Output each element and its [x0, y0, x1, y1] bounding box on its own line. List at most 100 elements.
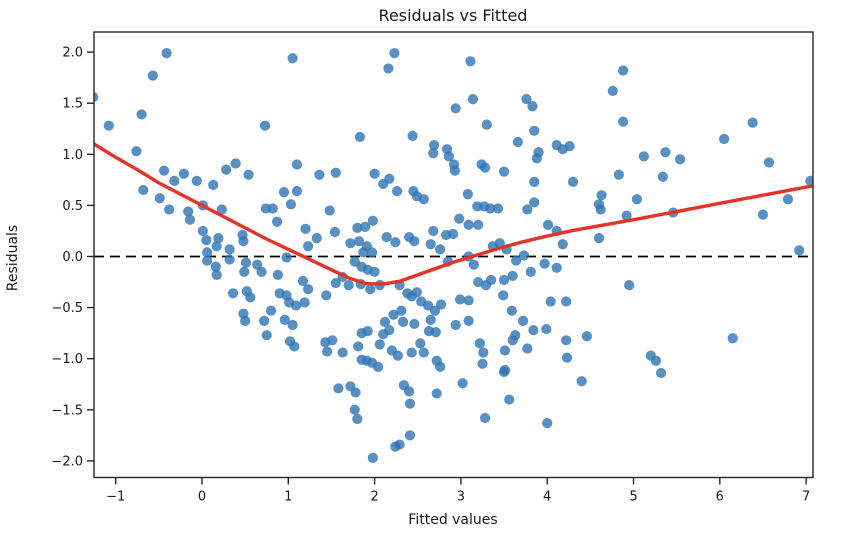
lowess-line	[94, 142, 813, 286]
scatter-point	[564, 141, 575, 152]
scatter-point	[161, 48, 172, 59]
scatter-point	[202, 247, 213, 258]
scatter-point	[618, 65, 629, 76]
x-tick-label: 2	[370, 490, 378, 505]
scatter-point	[381, 231, 392, 243]
scatter-point	[430, 327, 441, 338]
y-tick-label: 2.0	[62, 46, 83, 61]
scatter-point	[454, 294, 466, 305]
scatter-point	[631, 194, 643, 205]
scatter-point	[138, 184, 149, 196]
scatter-point	[366, 247, 378, 258]
scatter-point	[291, 159, 303, 170]
scatter-point	[595, 204, 606, 215]
scatter-point	[498, 290, 509, 301]
scatter-point	[757, 209, 769, 220]
y-tick-label: 0.5	[62, 199, 83, 214]
scatter-point	[265, 305, 277, 316]
scatter-point	[259, 315, 270, 326]
scatter-point	[379, 316, 391, 328]
scatter-point	[498, 366, 510, 378]
x-tick-label: 3	[457, 490, 465, 505]
scatter-point	[719, 133, 730, 145]
scatter-point	[191, 175, 202, 186]
scatter-point	[349, 404, 360, 415]
y-tick-label: −2.0	[51, 454, 83, 469]
scatter-point	[407, 130, 418, 141]
scatter-point	[362, 326, 373, 337]
scatter-point	[227, 288, 239, 299]
scatter-point	[164, 204, 175, 215]
scatter-point	[131, 146, 142, 157]
scatter-point	[396, 305, 407, 316]
scatter-point	[329, 226, 340, 238]
scatter-point	[299, 297, 310, 308]
scatter-point	[278, 187, 290, 198]
scatter-point	[154, 193, 165, 204]
x-tick-label: 6	[716, 490, 724, 505]
scatter-point	[230, 158, 241, 169]
scatter-point	[183, 206, 194, 217]
scatter-point	[256, 266, 267, 277]
scatter-point	[411, 287, 422, 298]
scatter-point	[314, 169, 325, 180]
scatter-point	[561, 296, 572, 307]
scatter-point	[374, 339, 385, 350]
scatter-point	[324, 205, 335, 216]
x-tick-label: 4	[543, 490, 551, 505]
scatter-point	[321, 290, 332, 301]
scatter-point	[327, 335, 338, 346]
scatter-point	[210, 261, 221, 272]
scatter-point	[650, 355, 662, 366]
scatter-point	[522, 343, 533, 354]
scatter-point	[350, 387, 361, 398]
scatter-point	[428, 225, 439, 237]
scatter-point	[561, 335, 572, 346]
scatter-point	[178, 168, 189, 179]
y-axis-label: Residuals	[5, 225, 21, 291]
scatter-point	[352, 222, 363, 233]
scatter-point	[221, 164, 232, 175]
scatter-point	[404, 386, 415, 397]
scatter-point	[794, 245, 805, 256]
scatter-point	[425, 239, 436, 250]
scatter-point	[261, 330, 272, 341]
scatter-point	[287, 319, 298, 331]
scatter-point	[224, 244, 235, 255]
scatter-point	[418, 347, 429, 358]
scatter-point	[457, 378, 468, 389]
scatter-point	[197, 225, 208, 237]
x-tick-label: 7	[802, 490, 810, 505]
scatter-point	[506, 305, 517, 316]
scatter-point	[527, 101, 538, 112]
scatter-point	[557, 239, 568, 250]
scatter-point	[290, 300, 302, 311]
scatter-point	[443, 151, 454, 162]
scatter-point	[216, 204, 227, 215]
scatter-point	[462, 189, 473, 200]
scatter-point	[479, 412, 491, 424]
scatter-point	[354, 131, 366, 143]
scatter-point	[522, 204, 533, 215]
y-tick-label: −0.5	[51, 301, 83, 316]
scatter-point	[391, 185, 403, 197]
y-tick-label: 0.0	[62, 250, 83, 265]
scatter-point	[390, 237, 401, 248]
scatter-point	[450, 319, 461, 331]
scatter-point	[353, 341, 364, 352]
scatter-point	[763, 157, 775, 168]
scatter-point	[481, 119, 492, 130]
chart-title: Residuals vs Fitted	[379, 6, 528, 25]
scatter-point	[415, 338, 426, 349]
scatter-point	[435, 361, 446, 372]
scatter-point	[657, 171, 668, 182]
scatter-point	[333, 383, 344, 394]
scatter-point	[360, 221, 371, 232]
scatter-points	[94, 48, 813, 463]
scatter-point	[392, 350, 403, 361]
scatter-point	[581, 331, 592, 342]
scatter-point	[202, 255, 213, 266]
scatter-point	[311, 233, 322, 244]
scatter-point	[365, 284, 376, 295]
scatter-point	[279, 314, 290, 325]
